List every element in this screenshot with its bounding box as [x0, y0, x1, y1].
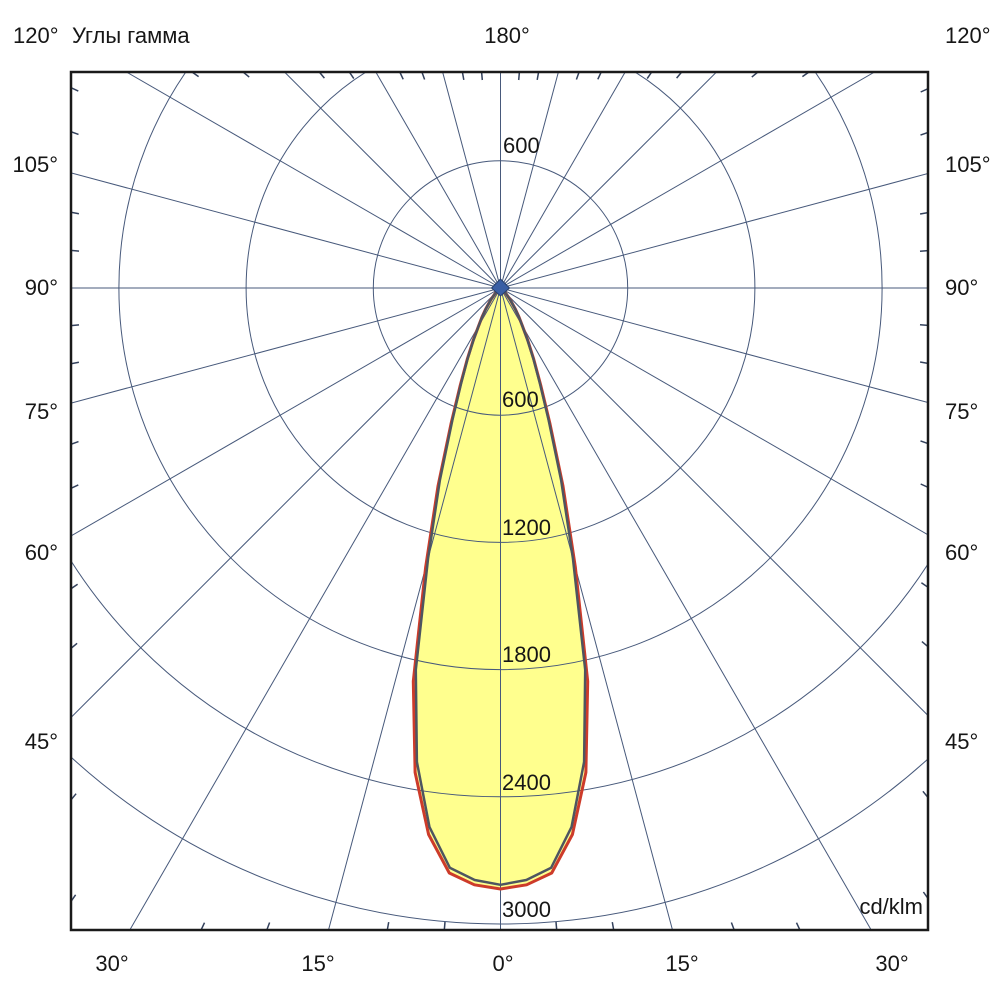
polar-grid-rings [71, 72, 928, 925]
gamma-label-left-45: 45° [24, 729, 58, 754]
gamma-label-left-90: 90° [24, 275, 58, 300]
chart-title: Углы гамма [72, 23, 190, 48]
plot-frame [69, 70, 930, 932]
gamma-label-right-60: 60° [945, 540, 979, 565]
gamma-label-bottom-right-15: 15° [665, 951, 699, 976]
ring-label-600: 600 [502, 387, 539, 412]
gamma-label-zenith-180: 180° [484, 23, 530, 48]
polar-grid-rays [71, 72, 928, 930]
gamma-label-left-105: 105° [12, 152, 58, 177]
gamma-label-bottom-0: 0° [492, 951, 514, 976]
gamma-label-bottom-right-30: 30° [875, 951, 909, 976]
ring-label-2400: 2400 [502, 770, 551, 795]
gamma-label-left-60: 60° [24, 540, 58, 565]
gamma-label-top-right-120: 120° [945, 23, 991, 48]
ring-label-600-top: 600 [503, 133, 540, 158]
gamma-label-right-45: 45° [945, 729, 979, 754]
intensity-curve-c0-c180 [414, 286, 587, 887]
gamma-label-bottom-left-15: 15° [301, 951, 335, 976]
unit-label: cd/klm [859, 894, 923, 919]
gamma-label-right-105: 105° [945, 152, 991, 177]
gamma-label-top-left-120: 120° [13, 23, 59, 48]
ring-label-1800: 1800 [502, 642, 551, 667]
gamma-label-right-90: 90° [945, 275, 979, 300]
ring-label-3000: 3000 [502, 897, 551, 922]
gamma-label-left-75: 75° [24, 399, 58, 424]
pole-marker-diamond [490, 278, 511, 297]
ring-label-1200: 1200 [502, 515, 551, 540]
gamma-label-bottom-left-30: 30° [95, 951, 129, 976]
gamma-label-right-75: 75° [945, 399, 979, 424]
